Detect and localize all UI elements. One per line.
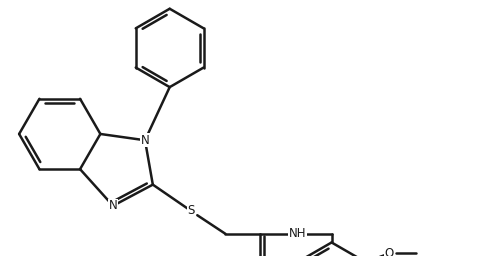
Text: N: N <box>141 134 150 147</box>
Text: N: N <box>109 199 118 212</box>
Text: S: S <box>187 205 195 217</box>
Text: NH: NH <box>288 227 306 240</box>
Text: O: O <box>385 247 394 256</box>
